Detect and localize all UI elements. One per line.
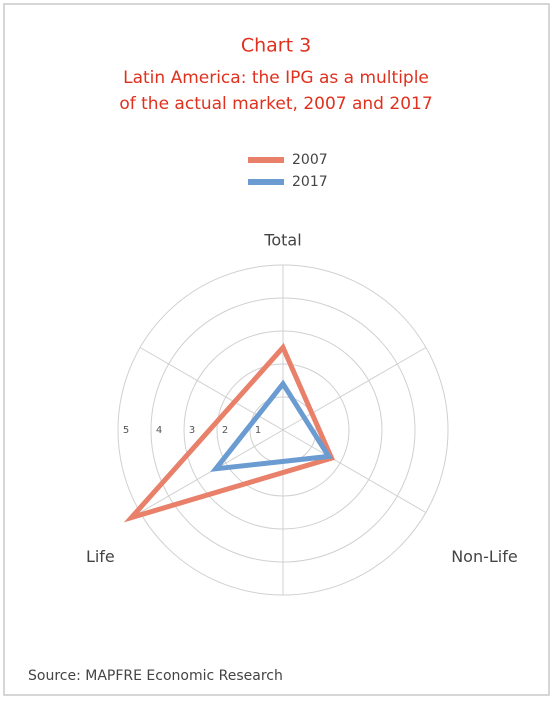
category-label: Life: [86, 547, 115, 566]
source: Source: MAPFRE Economic Research: [28, 668, 283, 684]
r-tick-label: 4: [156, 425, 162, 436]
grid-spoke: [282, 347, 427, 431]
r-tick-label: 5: [123, 425, 129, 436]
chart-title: Chart 3: [241, 35, 311, 57]
r-tick-label: 2: [222, 425, 228, 436]
chart-subtitle: Latin America: the IPG as a multiple: [123, 68, 429, 88]
series-line: [210, 379, 333, 472]
category-label: Non-Life: [451, 547, 518, 566]
legend-label: 2007: [292, 152, 328, 168]
category-label: Total: [263, 231, 301, 250]
grid-spoke: [282, 429, 427, 513]
chart-subtitle: of the actual market, 2007 and 2017: [119, 94, 432, 114]
series-line: [123, 342, 336, 523]
r-tick-label: 3: [189, 425, 195, 436]
frame: [3, 3, 550, 696]
legend-label: 2017: [292, 174, 328, 190]
r-tick-label: 1: [255, 425, 261, 436]
